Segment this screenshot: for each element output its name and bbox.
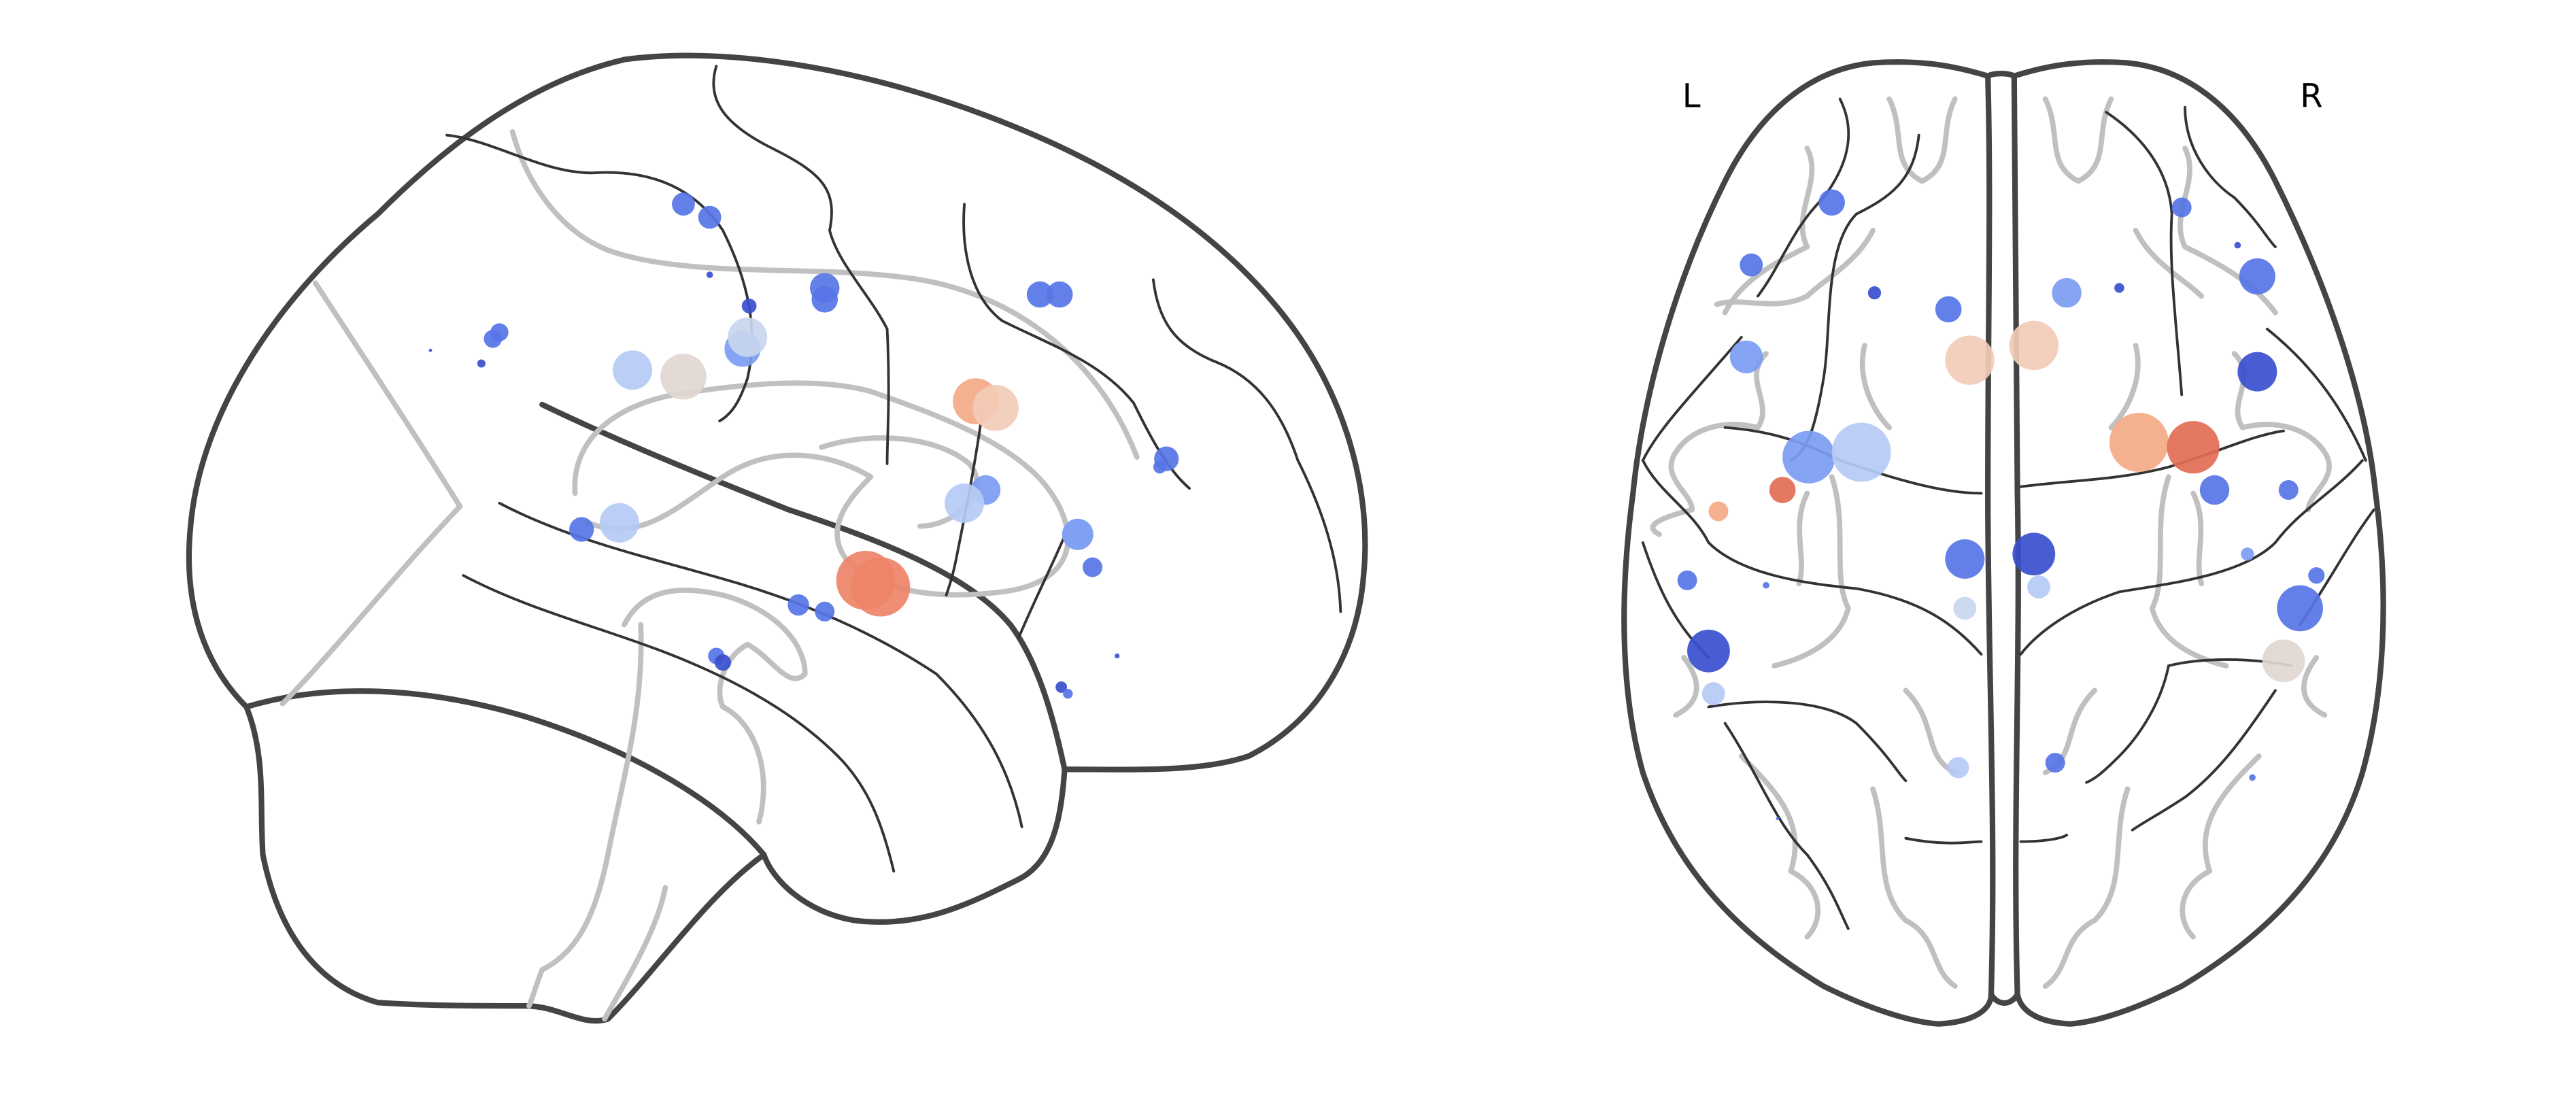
node [851,557,911,617]
node [428,348,433,352]
node [1153,460,1167,474]
node [1953,596,1977,620]
node [2045,753,2065,773]
node [2167,421,2220,474]
sagittal-brain-outline [186,52,1368,1024]
node [1729,340,1763,374]
node [1945,539,1985,579]
axial-brain-view: L R [1621,59,2386,1027]
node [2278,480,2299,501]
node [2114,283,2124,293]
sagittal-gyri [279,129,1140,1022]
midline-notch [1985,71,2020,1006]
node [714,654,732,671]
node [1026,281,1053,308]
node [2052,277,2082,308]
node [2199,475,2230,505]
node [1062,518,1094,550]
node [2009,320,2059,371]
node [599,503,639,543]
left-hemisphere-outline [1621,59,1996,1027]
node [1708,501,1729,522]
node [1046,281,1073,308]
node [484,329,503,348]
sagittal-nodes [428,192,1179,699]
node [1769,477,1796,503]
node [741,299,757,314]
node [569,517,594,542]
node [1831,422,1891,482]
node [613,350,653,390]
node [1055,681,1068,693]
node [972,384,1019,431]
node [728,317,768,357]
node [2237,352,2277,392]
node [2277,585,2323,632]
node [477,359,486,368]
sagittal-brain-view [186,52,1368,1024]
node [1947,757,1969,779]
node [2262,639,2305,683]
node [787,594,809,616]
node [1945,335,1995,385]
node [1740,253,1763,277]
node [1677,570,1697,590]
node [1687,629,1730,673]
node [1818,189,1845,216]
node [1935,296,1962,323]
node [2027,575,2050,598]
node [945,483,985,523]
sylvian-fissure [539,401,1068,773]
left-hemisphere-label: L [1682,78,1701,116]
node [2171,197,2192,218]
node [2308,567,2325,584]
node [698,205,722,229]
node [706,271,713,278]
node [2241,547,2254,561]
axial-nodes [1677,189,2325,821]
node [1776,817,1780,821]
node [660,354,707,400]
cerebellum-boundary [243,688,767,858]
node [1782,430,1835,484]
node [2012,532,2056,576]
sagittal-sulci [445,65,1342,873]
node [1115,653,1120,659]
node [1867,286,1882,300]
node [1063,688,1073,699]
node [1763,581,1769,589]
node [811,286,838,313]
axial-sulci [1641,97,2375,930]
node [2234,241,2241,249]
node [815,601,835,622]
node [672,192,695,216]
node [2239,258,2275,295]
node [2109,412,2169,472]
node [1701,682,1725,706]
node [1083,557,1103,577]
node [2249,774,2256,781]
right-hemisphere-label: R [2300,78,2323,116]
